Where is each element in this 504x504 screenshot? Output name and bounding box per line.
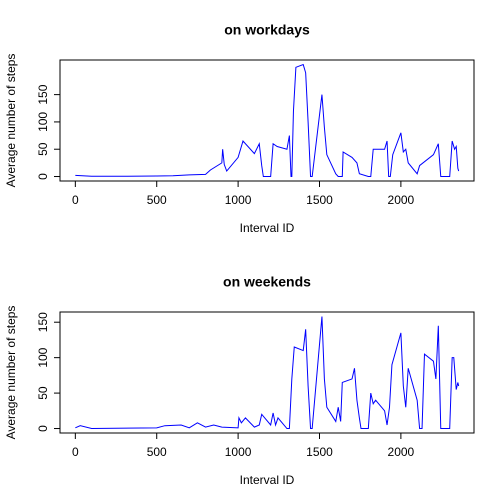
- y-tick-label: 50: [36, 142, 50, 156]
- y-tick-label: 150: [36, 312, 50, 332]
- y-axis-label: Average number of steps: [4, 54, 18, 188]
- y-tick-label: 100: [36, 347, 50, 367]
- y-tick-label: 0: [36, 425, 50, 432]
- x-axis-label: Interval ID: [240, 221, 295, 235]
- x-tick-label: 500: [147, 445, 167, 459]
- x-tick-label: 1000: [225, 445, 252, 459]
- y-tick-label: 100: [36, 112, 50, 132]
- x-tick-label: 2000: [388, 193, 415, 207]
- x-axis-label: Interval ID: [240, 473, 295, 487]
- y-axis-label: Average number of steps: [4, 306, 18, 440]
- x-tick-label: 1500: [306, 445, 333, 459]
- data-line: [75, 316, 460, 430]
- plot-box: [59, 59, 475, 182]
- x-tick-label: 1000: [225, 193, 252, 207]
- chart-title: on workdays: [224, 22, 310, 38]
- x-tick-label: 0: [72, 193, 79, 207]
- y-tick-label: 0: [36, 173, 50, 180]
- x-tick-label: 500: [147, 193, 167, 207]
- data-line: [75, 63, 460, 178]
- x-tick-label: 1500: [306, 193, 333, 207]
- x-tick-label: 2000: [388, 445, 415, 459]
- y-tick-label: 150: [36, 84, 50, 104]
- x-tick-label: 0: [72, 445, 79, 459]
- chart-title: on weekends: [223, 274, 311, 290]
- plot-box: [59, 311, 475, 434]
- y-tick-label: 50: [36, 386, 50, 400]
